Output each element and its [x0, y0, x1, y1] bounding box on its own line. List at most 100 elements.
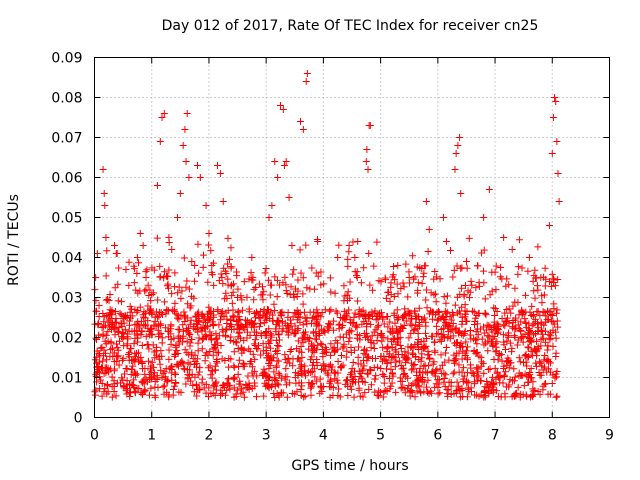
data-point — [145, 291, 153, 299]
data-point — [237, 334, 245, 342]
data-point — [140, 308, 148, 316]
data-point — [503, 337, 511, 345]
data-point — [411, 307, 419, 315]
data-point — [151, 354, 159, 362]
data-point — [285, 194, 293, 201]
data-point — [324, 371, 332, 379]
data-point — [462, 338, 470, 346]
data-point — [514, 336, 522, 344]
data-point — [473, 348, 481, 356]
data-point — [514, 263, 522, 271]
data-point — [99, 166, 107, 173]
data-point — [160, 268, 168, 276]
data-point — [443, 310, 451, 318]
data-point — [268, 202, 276, 209]
data-point — [442, 299, 450, 307]
data-point — [317, 268, 325, 276]
data-point — [251, 336, 259, 344]
data-point — [209, 390, 217, 398]
data-point — [491, 312, 499, 320]
data-point — [100, 318, 108, 326]
data-point — [523, 392, 531, 400]
data-point — [282, 287, 290, 295]
data-point — [435, 307, 443, 315]
data-point — [111, 242, 119, 249]
data-point — [234, 307, 242, 315]
data-point — [473, 364, 481, 372]
data-point — [413, 387, 421, 395]
data-point — [533, 352, 541, 360]
data-point — [168, 246, 176, 253]
data-point — [340, 340, 348, 348]
data-point — [160, 274, 168, 282]
data-point — [194, 347, 202, 355]
data-point — [518, 264, 526, 272]
data-point — [194, 339, 202, 347]
data-point — [265, 338, 273, 346]
data-point — [362, 334, 370, 342]
data-point — [198, 336, 206, 344]
data-point — [538, 330, 546, 338]
data-point — [184, 359, 192, 367]
data-point — [515, 372, 523, 380]
data-point — [102, 272, 110, 280]
data-point — [379, 393, 387, 401]
data-point — [300, 366, 308, 374]
data-point — [145, 391, 153, 399]
data-point — [534, 286, 542, 294]
y-tick-label: 0.04 — [51, 251, 82, 267]
data-point — [199, 318, 207, 326]
data-point — [432, 298, 440, 306]
data-point — [511, 373, 519, 381]
data-point — [165, 333, 173, 341]
data-point — [95, 358, 103, 366]
data-point — [114, 297, 122, 305]
data-point — [139, 242, 147, 249]
data-point — [114, 280, 122, 288]
data-point — [432, 290, 440, 298]
data-point — [208, 262, 216, 270]
data-point — [297, 269, 305, 277]
y-tick-label: 0.07 — [51, 131, 82, 147]
data-point — [457, 264, 465, 272]
data-point — [261, 269, 269, 277]
data-point — [416, 373, 424, 381]
data-point — [441, 358, 449, 366]
data-point — [449, 273, 457, 281]
data-point — [137, 331, 145, 339]
data-point — [372, 316, 380, 324]
data-point — [416, 364, 424, 372]
data-point — [480, 369, 488, 377]
data-point — [214, 162, 222, 169]
data-point — [492, 375, 500, 383]
data-point — [456, 134, 464, 141]
data-point — [116, 309, 124, 317]
data-point — [536, 358, 544, 366]
data-point — [196, 364, 204, 372]
data-point — [91, 391, 99, 399]
data-point — [384, 313, 392, 321]
data-point — [265, 382, 273, 390]
data-point — [248, 323, 256, 331]
data-point — [356, 392, 364, 400]
data-point — [269, 317, 277, 325]
data-point — [411, 321, 419, 329]
data-point — [510, 365, 518, 373]
data-point — [385, 375, 393, 383]
data-point — [399, 313, 407, 321]
data-point — [319, 353, 327, 361]
data-point — [522, 319, 530, 327]
data-point — [470, 308, 478, 316]
data-point — [459, 331, 467, 339]
data-point — [355, 343, 363, 351]
data-point — [489, 335, 497, 343]
data-point — [294, 276, 302, 284]
data-point — [297, 343, 305, 351]
data-point — [384, 335, 392, 343]
data-point — [173, 346, 181, 354]
data-point — [111, 365, 119, 373]
data-point — [108, 393, 116, 401]
data-point — [488, 328, 496, 336]
data-point — [494, 392, 502, 400]
data-point — [111, 331, 119, 339]
